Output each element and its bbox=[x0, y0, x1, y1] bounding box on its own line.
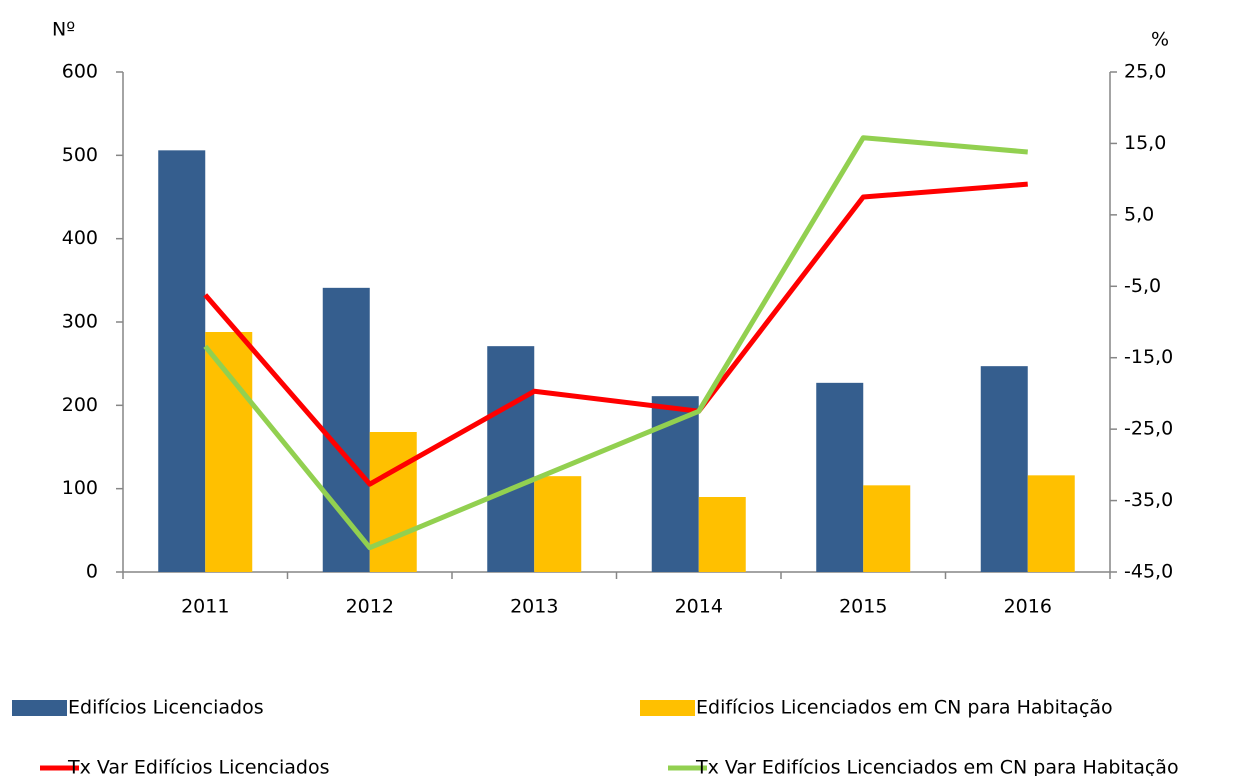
legend-swatch bbox=[640, 700, 695, 716]
bar bbox=[322, 287, 370, 572]
y-tick-label: 400 bbox=[62, 227, 98, 249]
legend-label: Tx Var Edifícios Licenciados em CN para … bbox=[695, 757, 1179, 776]
x-tick-label: 2016 bbox=[1004, 596, 1052, 618]
y2-tick-label: 15,0 bbox=[1124, 132, 1166, 154]
y2-tick-label: -5,0 bbox=[1124, 275, 1161, 297]
legend-label: Edifícios Licenciados em CN para Habitaç… bbox=[696, 697, 1113, 719]
y2-axis-label: % bbox=[1151, 29, 1169, 51]
y2-tick-label: -45,0 bbox=[1124, 561, 1173, 583]
y2-tick-label: -15,0 bbox=[1124, 346, 1173, 368]
bar bbox=[369, 432, 417, 572]
x-tick-label: 2013 bbox=[510, 596, 558, 618]
x-tick-label: 2012 bbox=[346, 596, 394, 618]
y-tick-label: 600 bbox=[62, 61, 98, 83]
y-tick-label: 200 bbox=[62, 394, 98, 416]
y2-tick-label: -25,0 bbox=[1124, 418, 1173, 440]
line-series bbox=[203, 135, 1028, 551]
y-tick-label: 300 bbox=[62, 311, 98, 333]
x-tick-label: 2014 bbox=[675, 596, 723, 618]
bar bbox=[205, 332, 253, 572]
y-tick-label: 500 bbox=[62, 144, 98, 166]
legend-swatch bbox=[12, 700, 67, 716]
x-tick-label: 2011 bbox=[181, 596, 229, 618]
line-series bbox=[203, 181, 1028, 487]
legend-label: Edifícios Licenciados bbox=[68, 697, 264, 719]
y2-tick-label: 25,0 bbox=[1124, 61, 1166, 83]
y-tick-label: 100 bbox=[62, 477, 98, 499]
bar bbox=[816, 382, 864, 572]
bar bbox=[980, 366, 1028, 572]
bar bbox=[1027, 475, 1075, 572]
y2-tick-label: 5,0 bbox=[1124, 203, 1154, 225]
bar bbox=[487, 346, 535, 572]
y2-tick-label: -35,0 bbox=[1124, 489, 1173, 511]
legend-label: Tx Var Edifícios Licenciados bbox=[67, 757, 330, 776]
bar bbox=[698, 497, 746, 572]
y-axis-label: Nº bbox=[52, 19, 75, 41]
bar bbox=[534, 476, 582, 572]
bar bbox=[863, 485, 911, 572]
y-tick-label: 0 bbox=[86, 561, 98, 583]
bar bbox=[158, 150, 206, 573]
x-tick-label: 2015 bbox=[839, 596, 887, 618]
